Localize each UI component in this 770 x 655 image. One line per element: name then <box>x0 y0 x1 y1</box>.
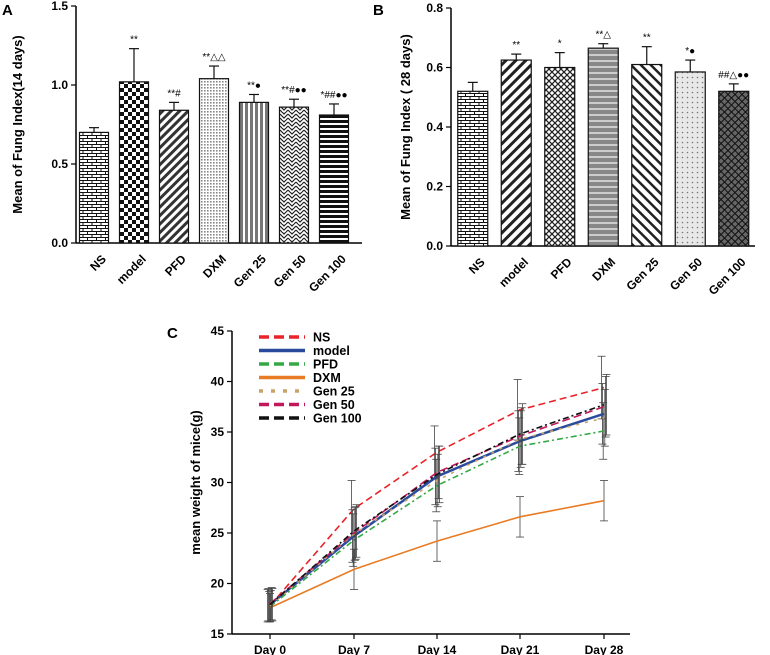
bar-model <box>500 59 532 247</box>
series-dxm <box>266 480 608 623</box>
bar-gen-100 <box>318 114 350 244</box>
series-line <box>269 430 605 608</box>
significance-label: *● <box>685 46 695 57</box>
legend-label: DXM <box>313 371 341 385</box>
bar-ns <box>457 90 489 247</box>
y-tick-label: 0.6 <box>426 61 443 75</box>
significance-label: * <box>558 39 562 50</box>
category-label: model <box>496 255 531 290</box>
y-tick-label: 0.5 <box>51 157 68 171</box>
category-label: NS <box>87 252 109 274</box>
y-tick-label: 25 <box>211 526 225 540</box>
bar-model <box>118 81 150 244</box>
y-axis-title: mean weight of mice(g) <box>188 410 203 554</box>
y-tick-label: 30 <box>211 476 225 490</box>
panel-letter-b: B <box>373 2 384 19</box>
category-label: DXM <box>200 252 229 281</box>
x-tick-label: Day 14 <box>418 643 457 655</box>
series-gen-100 <box>268 374 611 622</box>
y-tick-label: 15 <box>211 627 225 641</box>
category-label: Gen 50 <box>667 255 705 293</box>
y-tick-label: 40 <box>211 375 225 389</box>
significance-label: **△ <box>596 30 612 41</box>
significance-label: ##△●● <box>718 70 749 81</box>
panel-letter-c: C <box>167 325 178 342</box>
category-label: Gen 50 <box>271 252 309 290</box>
bar-dxm <box>587 47 619 247</box>
series-line <box>269 499 605 609</box>
category-label: NS <box>466 255 488 277</box>
y-tick-label: 0.2 <box>426 180 443 194</box>
significance-label: ** <box>512 40 520 51</box>
significance-label: *##●● <box>320 90 347 101</box>
category-label: Gen 25 <box>623 255 661 293</box>
bar-pfd <box>158 109 190 244</box>
panel-c-line-chart: 15 20 25 30 35 40 45 Day 0 Day 7 Day 14 Day 21 Day … <box>188 324 630 655</box>
significance-label: ** <box>643 33 651 44</box>
legend-label: Gen 100 <box>313 412 362 426</box>
legend-label: model <box>313 344 350 358</box>
y-axis-title: Mean of Fung Index ( 28 days) <box>398 34 413 220</box>
y-tick-label: 0.8 <box>426 1 443 15</box>
panel-b-bar-chart: 0.0 0.2 0.4 0.6 0.8 Mean of Fung Index ( 28 d… <box>398 1 755 298</box>
legend-label: NS <box>313 331 330 345</box>
series-line <box>269 417 605 607</box>
significance-label: **# <box>167 88 181 99</box>
series-line <box>269 412 605 606</box>
y-tick-label: 0.0 <box>426 239 443 253</box>
panel-letter-a: A <box>2 2 13 19</box>
series-ns <box>263 355 606 623</box>
bar-pfd <box>544 66 576 247</box>
bar-ns <box>78 131 110 244</box>
significance-label: **△△ <box>202 52 225 63</box>
bar-gen-100 <box>718 90 750 247</box>
bar-gen-25 <box>238 101 270 244</box>
category-label: DXM <box>589 255 618 284</box>
x-tick-label: Day 0 <box>254 643 286 655</box>
y-tick-label: 1.5 <box>51 0 68 13</box>
y-tick-label: 20 <box>211 577 225 591</box>
category-label: model <box>114 252 149 287</box>
bar-gen-50 <box>674 71 706 247</box>
category-label: PFD <box>162 252 189 279</box>
series-line <box>269 405 605 605</box>
x-tick-label: Day 28 <box>585 643 624 655</box>
category-label: Gen 25 <box>231 252 269 290</box>
legend-label: Gen 25 <box>313 385 355 399</box>
category-label: PFD <box>548 255 575 282</box>
y-tick-label: 0.0 <box>51 236 68 250</box>
y-axis-title: Mean of Fung Index(14 days) <box>10 35 25 213</box>
bar-gen-25 <box>631 63 663 247</box>
bar-gen-50 <box>278 106 310 244</box>
category-label: Gen 100 <box>306 252 349 295</box>
significance-label: **● <box>247 80 261 91</box>
x-tick-label: Day 21 <box>501 643 540 655</box>
significance-label: ** <box>130 35 138 46</box>
y-tick-label: 35 <box>211 425 225 439</box>
panel-a-bar-chart: 0.0 0.5 1.0 1.5 Mean of Fung Index(14 days) N… <box>10 0 362 295</box>
y-tick-label: 1.0 <box>51 78 68 92</box>
x-tick-label: Day 7 <box>338 643 370 655</box>
category-label: Gen 100 <box>706 255 749 298</box>
significance-label: **#●● <box>281 85 306 96</box>
bar-dxm <box>198 78 230 244</box>
y-tick-label: 0.4 <box>426 120 443 134</box>
legend-label: Gen 50 <box>313 398 355 412</box>
series-pfd <box>265 402 608 623</box>
legend-label: PFD <box>313 358 338 372</box>
series-line <box>269 403 605 606</box>
y-tick-label: 45 <box>211 324 225 338</box>
